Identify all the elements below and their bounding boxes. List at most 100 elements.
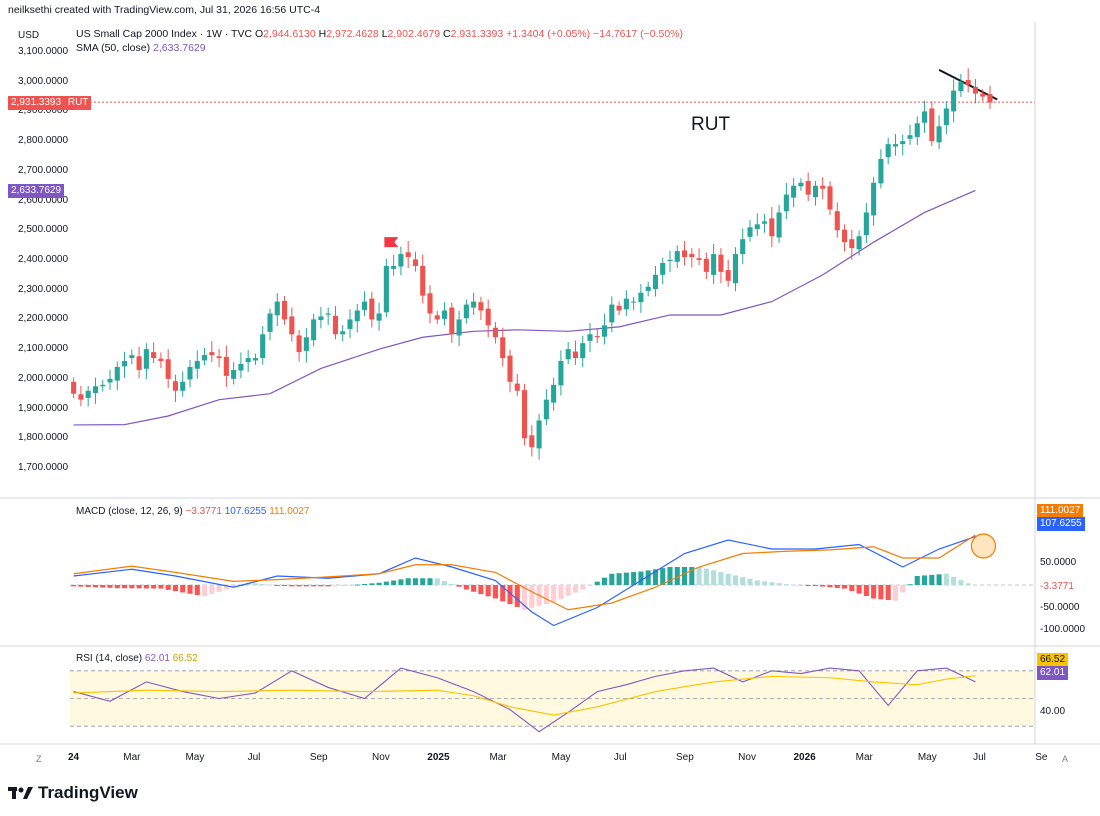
- time-axis-tick: Mar: [855, 752, 873, 763]
- tradingview-logo[interactable]: TradingView: [8, 783, 138, 803]
- candle-body: [347, 319, 353, 329]
- candle-body: [951, 90, 957, 112]
- candle-body: [238, 364, 244, 371]
- candle-body: [529, 435, 535, 448]
- macd-axis-tick: -50.0000: [1040, 601, 1080, 613]
- candle-body: [449, 307, 455, 335]
- candle-body: [798, 182, 804, 187]
- candle-body: [972, 87, 978, 94]
- macd-histogram-bar: [340, 585, 346, 586]
- macd-histogram-bar: [158, 585, 164, 589]
- macd-histogram-bar: [776, 583, 782, 585]
- candle-body: [812, 185, 818, 198]
- time-axis-tick: Se: [1035, 752, 1048, 763]
- macd-histogram-bar: [325, 585, 331, 587]
- candle-body: [849, 239, 855, 249]
- candle-body: [543, 399, 549, 420]
- macd-histogram-bar: [689, 567, 695, 585]
- macd-histogram-bar: [85, 585, 91, 587]
- candle-body: [769, 218, 775, 237]
- candle-body: [209, 352, 215, 356]
- macd-histogram-bar: [943, 573, 949, 585]
- macd-histogram-bar: [856, 585, 862, 594]
- macd-histogram-bar: [754, 580, 760, 585]
- candle-body: [332, 315, 338, 335]
- candle-body: [674, 251, 680, 262]
- macd-histogram-bar: [412, 578, 418, 585]
- candle-body: [274, 301, 280, 316]
- macd-signal-badge: 111.0027: [1037, 504, 1084, 518]
- candle-body: [652, 274, 658, 290]
- ohlc-low: L2,902.4679: [381, 28, 441, 40]
- macd-histogram-bar: [449, 583, 455, 585]
- macd-histogram-bar: [805, 585, 811, 586]
- macd-histogram-bar: [282, 585, 288, 586]
- macd-histogram-bar: [580, 585, 586, 590]
- candle-body: [580, 343, 586, 359]
- candle-body: [791, 185, 797, 198]
- auto-scale-button[interactable]: A: [1062, 754, 1069, 764]
- candle-body: [718, 254, 724, 272]
- last-price-badge: 2,931.3393 RUT: [8, 96, 92, 110]
- candle-body: [667, 260, 673, 261]
- zoom-toggle-button[interactable]: Z: [36, 754, 42, 764]
- candle-body: [929, 108, 935, 142]
- macd-histogram-bar: [900, 585, 906, 593]
- sma-price-badge: 2,633.7629: [8, 184, 65, 198]
- macd-histogram-bar: [769, 582, 775, 585]
- macd-histogram-bar: [740, 577, 746, 585]
- tradingview-logo-icon: [8, 787, 33, 799]
- candle-body: [631, 301, 637, 303]
- macd-histogram-bar: [871, 585, 877, 599]
- macd-line-badge: 107.6255: [1037, 517, 1085, 531]
- candle-body: [747, 227, 753, 237]
- macd-histogram-bar: [674, 567, 680, 585]
- macd-histogram-bar: [223, 585, 229, 590]
- candle-body: [536, 420, 542, 449]
- macd-legend[interactable]: MACD (close, 12, 26, 9) −3.3771 107.6255…: [76, 506, 310, 517]
- macd-histogram-bar: [122, 585, 128, 589]
- candle-body: [820, 185, 826, 189]
- candle-body: [267, 313, 273, 332]
- macd-histogram-bar: [791, 584, 797, 586]
- macd-histogram-bar: [834, 585, 840, 588]
- candle-body: [485, 308, 491, 326]
- candle-body: [136, 356, 142, 370]
- candle-body: [914, 123, 920, 137]
- candle-body: [194, 361, 200, 369]
- candle-body: [442, 310, 448, 319]
- candle-body: [645, 286, 651, 291]
- macd-histogram-bar: [914, 576, 920, 585]
- candle-body: [987, 94, 993, 103]
- candle-body: [107, 378, 113, 383]
- candle-body: [143, 349, 149, 369]
- candle-body: [78, 394, 84, 400]
- candle-body: [398, 254, 404, 267]
- candle-body: [696, 258, 702, 260]
- candle-body: [354, 310, 360, 322]
- candle-body: [827, 186, 833, 210]
- macd-histogram-bar: [303, 585, 309, 587]
- price-axis-tick: 2,200.0000: [18, 313, 69, 325]
- candle-body: [362, 301, 368, 310]
- sma-legend[interactable]: SMA (50, close) 2,633.7629: [76, 42, 206, 54]
- macd-histogram-bar: [180, 585, 186, 593]
- time-axis-tick: Jul: [613, 752, 627, 763]
- candle-body: [551, 384, 557, 403]
- macd-histogram-bar: [529, 585, 535, 608]
- candle-body: [463, 304, 469, 319]
- sma-line: [73, 189, 976, 426]
- macd-histogram-bar: [318, 585, 324, 587]
- macd-histogram-bar: [216, 585, 222, 592]
- candle-body: [383, 265, 389, 313]
- macd-histogram-bar: [572, 585, 578, 593]
- macd-histogram-bar: [354, 584, 360, 586]
- candle-body: [71, 381, 77, 394]
- rsi-legend[interactable]: RSI (14, close) 62.01 66.52: [76, 653, 198, 664]
- macd-histogram-bar: [274, 585, 280, 586]
- macd-histogram-bar: [347, 585, 353, 586]
- symbol-legend[interactable]: US Small Cap 2000 Index · 1W · TVC O2,94…: [76, 28, 683, 40]
- macd-histogram-bar: [463, 585, 469, 590]
- price-axis-tick: 2,400.0000: [18, 254, 69, 265]
